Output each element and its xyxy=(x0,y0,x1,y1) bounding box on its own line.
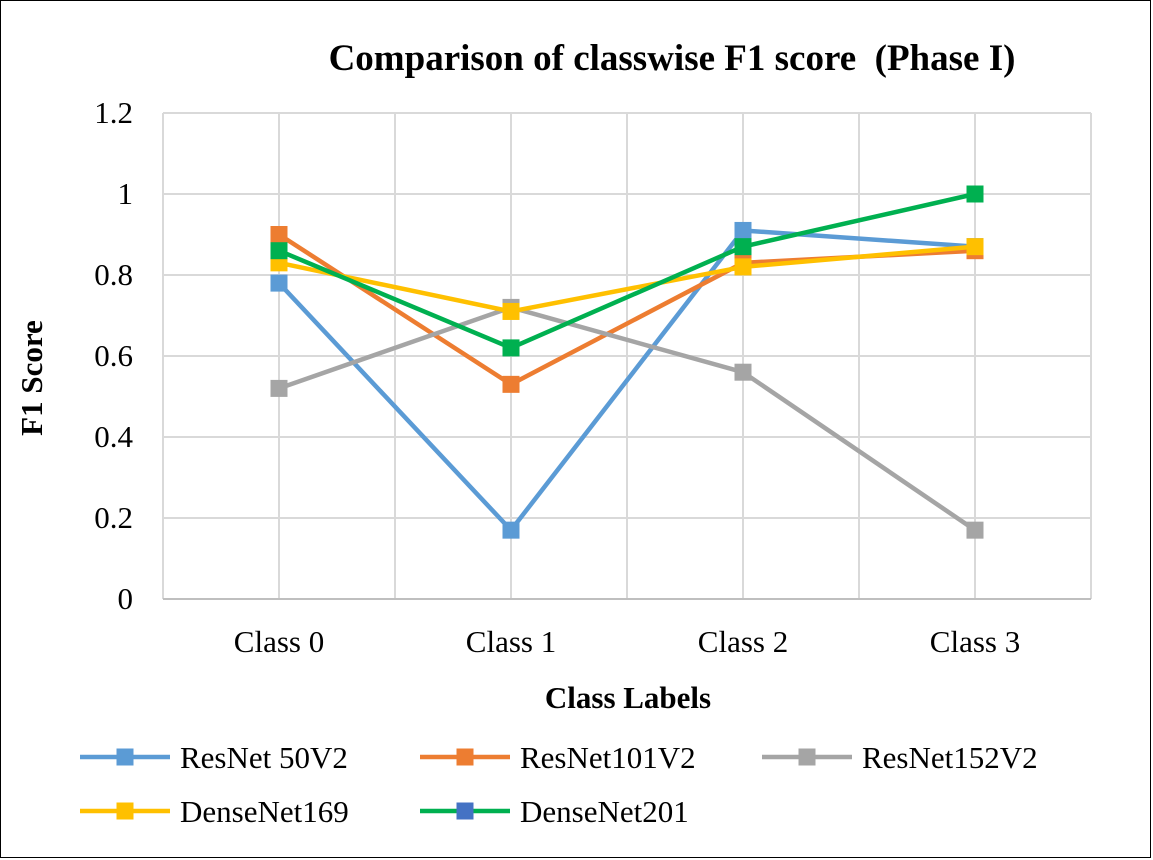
series-densenet201 xyxy=(270,185,984,357)
data-point xyxy=(502,521,520,539)
chart-title: Comparison of classwise F1 score (Phase … xyxy=(329,38,1016,79)
y-tick-label: 1.2 xyxy=(94,95,133,130)
y-tick-label: 1 xyxy=(118,176,134,211)
data-point xyxy=(734,258,752,276)
legend-marker xyxy=(116,802,134,820)
data-point xyxy=(734,238,752,256)
legend-entry: ResNet152V2 xyxy=(762,740,1038,775)
data-point xyxy=(270,274,288,292)
legend-marker xyxy=(116,748,134,766)
x-tick-label: Class 2 xyxy=(698,624,788,659)
series-group xyxy=(270,185,984,539)
legend-entry: ResNet101V2 xyxy=(420,740,696,775)
legend-marker xyxy=(456,748,474,766)
axes xyxy=(162,113,1091,600)
y-tick-label: 0.6 xyxy=(94,338,133,373)
x-tick-labels: Class 0 Class 1 Class 2 Class 3 xyxy=(234,624,1020,659)
series-line xyxy=(278,244,976,314)
series-line xyxy=(278,305,977,533)
series-line xyxy=(277,228,976,533)
legend-marker xyxy=(798,748,816,766)
legend-label: DenseNet169 xyxy=(180,794,349,829)
x-tick-label: Class 0 xyxy=(234,624,324,659)
legend-entry: ResNet 50V2 xyxy=(80,740,348,775)
legend-label: ResNet101V2 xyxy=(520,740,696,775)
data-point xyxy=(502,302,520,320)
legend-entry: DenseNet169 xyxy=(80,794,349,829)
grid-lines xyxy=(163,112,1092,599)
data-point xyxy=(270,242,288,260)
data-point xyxy=(966,238,984,256)
legend-label: ResNet152V2 xyxy=(862,740,1038,775)
legend: ResNet 50V2 ResNet101V2 ResNet152V2 DenseNe… xyxy=(80,740,1038,829)
y-axis-label: F1 Score xyxy=(14,320,49,436)
y-tick-label: 0 xyxy=(118,581,134,616)
x-axis-label: Class Labels xyxy=(545,680,711,715)
legend-label: DenseNet201 xyxy=(520,794,689,829)
data-point xyxy=(734,363,752,381)
y-tick-label: 0.8 xyxy=(94,257,133,292)
series-line xyxy=(278,191,976,351)
data-point xyxy=(502,375,520,393)
data-point xyxy=(966,185,984,203)
data-point xyxy=(966,521,984,539)
x-tick-label: Class 1 xyxy=(466,624,556,659)
y-tick-label: 0.2 xyxy=(94,500,133,535)
data-point xyxy=(502,339,520,357)
legend-marker xyxy=(456,802,474,820)
legend-label: ResNet 50V2 xyxy=(180,740,348,775)
data-point xyxy=(270,226,288,243)
y-tick-label: 0.4 xyxy=(94,419,133,454)
y-tick-labels: 0 0.2 0.4 0.6 0.8 1 1.2 xyxy=(94,95,133,616)
legend-entry: DenseNet201 xyxy=(420,794,689,829)
series-resnet-50v2 xyxy=(270,221,984,539)
data-point xyxy=(270,379,288,397)
data-point xyxy=(734,221,752,239)
x-tick-label: Class 3 xyxy=(930,624,1020,659)
